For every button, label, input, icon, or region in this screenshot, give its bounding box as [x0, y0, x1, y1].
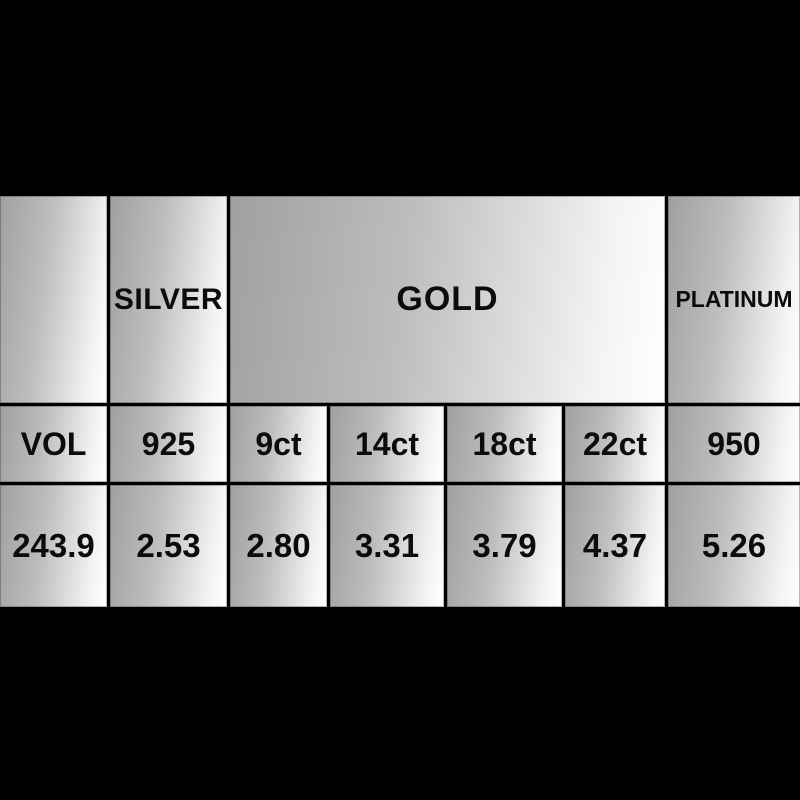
value-cell-gold-18ct: 3.79 — [447, 485, 562, 607]
platinum-group-header: PLATINUM — [668, 196, 800, 403]
sub-header-925: 925 — [110, 406, 227, 482]
sub-header-9ct: 9ct — [230, 406, 327, 482]
sub-header-vol: VOL — [0, 406, 107, 482]
value-cell-vol: 243.9 — [0, 485, 107, 607]
value-cell-gold-9ct: 2.80 — [230, 485, 327, 607]
sub-header-14ct: 14ct — [330, 406, 444, 482]
value-cell-gold-22ct: 4.37 — [565, 485, 665, 607]
sub-header-22ct: 22ct — [565, 406, 665, 482]
metal-price-table: SILVER GOLD PLATINUM VOL 925 9ct 14ct 18… — [0, 196, 800, 607]
value-cell-silver-925: 2.53 — [110, 485, 227, 607]
value-cell-platinum-950: 5.26 — [668, 485, 800, 607]
gold-group-header: GOLD — [230, 196, 665, 403]
silver-group-header: SILVER — [110, 196, 227, 403]
sub-header-950: 950 — [668, 406, 800, 482]
corner-cell — [0, 196, 107, 403]
sub-header-18ct: 18ct — [447, 406, 562, 482]
value-cell-gold-14ct: 3.31 — [330, 485, 444, 607]
